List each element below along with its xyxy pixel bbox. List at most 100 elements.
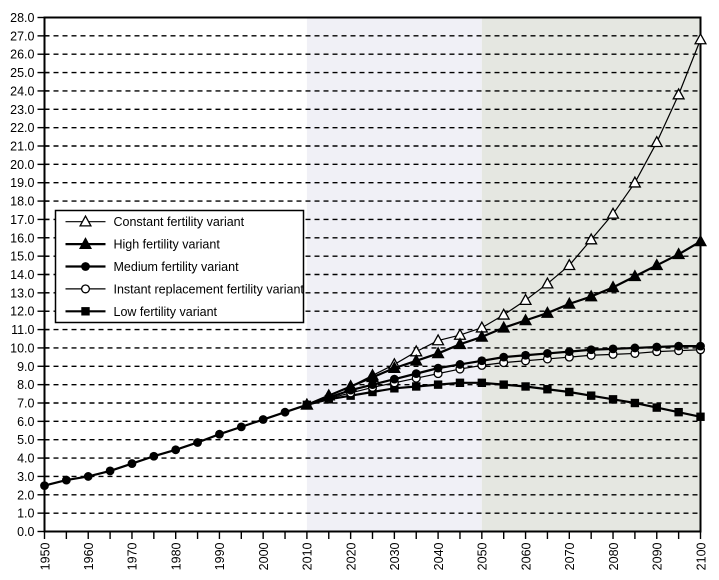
y-tick-label: 4.0 — [17, 452, 34, 466]
circle-filled-marker — [127, 459, 137, 468]
y-tick-label: 14.0 — [10, 268, 34, 282]
circle-filled-marker — [83, 472, 93, 481]
legend-label: Instant replacement fertility variant — [114, 282, 305, 296]
circle-open-marker — [80, 284, 91, 294]
circle-filled-marker — [455, 360, 465, 369]
square-filled-marker — [390, 384, 399, 393]
y-tick-label: 7.0 — [17, 397, 34, 411]
y-tick-label: 25.0 — [10, 66, 34, 80]
y-tick-label: 28.0 — [10, 11, 34, 25]
triangle-open-marker — [540, 276, 554, 289]
triangle-open-marker — [606, 206, 620, 219]
y-tick-label: 8.0 — [17, 378, 34, 392]
y-tick-label: 12.0 — [10, 305, 34, 319]
square-filled-marker — [630, 398, 640, 408]
triangle-filled-marker — [650, 258, 664, 271]
circle-filled-marker — [368, 380, 377, 390]
circle-filled-marker — [346, 385, 356, 395]
y-tick-label: 21.0 — [10, 140, 34, 154]
triangle-filled-marker — [409, 353, 423, 366]
triangle-open-marker — [519, 293, 533, 306]
x-tick-label: 1960 — [82, 542, 96, 570]
triangle-open-marker — [431, 333, 445, 346]
triangle-filled-marker — [497, 320, 511, 333]
y-tick-label: 22.0 — [10, 121, 34, 135]
x-tick-label: 2080 — [607, 542, 621, 570]
y-tick-label: 24.0 — [10, 84, 34, 98]
square-filled-marker — [608, 395, 618, 404]
triangle-filled-marker — [431, 346, 445, 359]
y-tick-label: 6.0 — [17, 415, 34, 429]
x-tick-label: 1980 — [169, 542, 183, 570]
square-filled-marker — [81, 307, 90, 316]
circle-filled-marker — [564, 347, 574, 356]
square-filled-marker — [455, 378, 465, 388]
circle-filled-marker — [302, 400, 312, 410]
circle-filled-marker — [389, 374, 399, 384]
square-filled-marker — [477, 378, 487, 388]
y-tick-label: 27.0 — [10, 29, 34, 43]
triangle-filled-marker — [584, 289, 598, 302]
triangle-filled-marker — [562, 296, 576, 309]
x-tick-label: 2030 — [388, 542, 402, 570]
x-tick-label: 1950 — [38, 542, 52, 570]
y-tick-label: 11.0 — [11, 323, 34, 337]
triangle-open-marker — [693, 32, 708, 45]
circle-filled-marker — [499, 352, 509, 362]
circle-filled-marker — [630, 343, 640, 353]
square-filled-marker — [565, 387, 574, 397]
legend-label: Constant fertility variant — [114, 215, 245, 229]
circle-filled-marker — [521, 350, 530, 360]
y-tick-label: 10.0 — [10, 341, 34, 355]
series-medium — [302, 341, 705, 410]
triangle-filled-marker — [540, 306, 554, 318]
circle-filled-marker — [280, 407, 290, 417]
legend-item: Low fertility variant — [65, 305, 218, 319]
x-tick-label: 2040 — [432, 542, 446, 570]
triangle-open-marker — [584, 232, 598, 245]
circle-filled-marker — [586, 345, 596, 355]
y-tick-label: 2.0 — [17, 488, 34, 502]
y-tick-label: 0.0 — [17, 525, 34, 539]
triangle-open-marker — [562, 258, 576, 271]
x-tick-label: 2070 — [563, 542, 577, 570]
square-filled-marker — [586, 391, 596, 400]
circle-filled-marker — [608, 344, 618, 354]
square-filled-marker — [412, 382, 421, 391]
square-filled-marker — [499, 380, 508, 389]
y-tick-label: 16.0 — [10, 231, 34, 245]
circle-filled-marker — [477, 356, 487, 366]
y-tick-label: 18.0 — [10, 195, 34, 209]
square-filled-marker — [696, 412, 705, 421]
x-tick-label: 2100 — [694, 542, 708, 570]
square-filled-marker — [543, 385, 552, 394]
x-tick-label: 1970 — [126, 542, 140, 570]
y-tick-label: 19.0 — [10, 176, 34, 190]
square-filled-marker — [674, 407, 683, 417]
legend-item: Medium fertility variant — [65, 260, 240, 274]
y-tick-label: 23.0 — [10, 103, 34, 117]
legend-label: Low fertility variant — [114, 305, 218, 319]
triangle-filled-marker — [387, 361, 401, 373]
circle-filled-marker — [652, 342, 662, 352]
circle-filled-marker — [433, 363, 443, 373]
x-tick-label: 2090 — [651, 542, 665, 570]
circle-filled-marker — [236, 422, 246, 432]
triangle-open-marker — [78, 214, 93, 227]
triangle-open-marker — [672, 87, 686, 100]
circle-filled-marker — [105, 466, 115, 476]
circle-filled-marker — [258, 415, 268, 424]
y-tick-label: 13.0 — [10, 286, 34, 300]
legend-label: Medium fertility variant — [114, 260, 240, 274]
triangle-open-marker — [497, 307, 511, 320]
circle-filled-marker — [215, 429, 224, 439]
circle-filled-marker — [324, 393, 334, 402]
circle-filled-marker — [40, 481, 49, 491]
legend-item: Constant fertility variant — [65, 214, 245, 229]
circle-filled-marker — [696, 341, 705, 351]
legend-item: High fertility variant — [65, 237, 220, 252]
y-tick-label: 26.0 — [10, 48, 34, 62]
y-tick-label: 9.0 — [17, 360, 34, 374]
x-tick-label: 2060 — [519, 542, 533, 570]
